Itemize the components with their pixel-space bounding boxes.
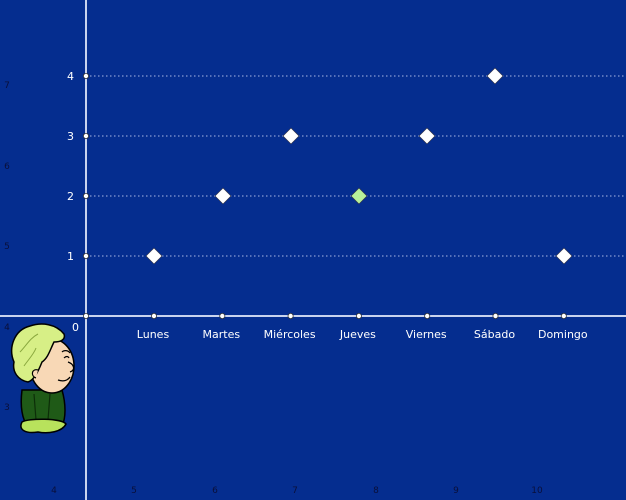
x-tick-marker xyxy=(560,312,567,319)
y-tick-marker-3 xyxy=(83,132,90,139)
y-tick-label: 1 xyxy=(67,250,74,263)
data-point-lunes xyxy=(145,247,163,265)
x-tick-marker xyxy=(219,312,226,319)
data-point-sábado xyxy=(486,67,504,85)
outer-x-tick-label: 10 xyxy=(531,486,543,496)
x-tick-label: Jueves xyxy=(339,328,376,341)
origin-marker xyxy=(83,312,90,319)
x-tick-marker xyxy=(287,312,294,319)
student-character-icon xyxy=(10,323,75,434)
y-tick-label: 2 xyxy=(67,190,74,203)
outer-y-tick-label: 3 xyxy=(4,403,10,413)
y-tick-marker-4 xyxy=(83,73,90,80)
outer-x-tick-label: 8 xyxy=(373,486,379,496)
y-tick-label: 4 xyxy=(67,70,74,83)
x-tick-label: Domingo xyxy=(538,328,588,341)
y-tick-marker-2 xyxy=(83,192,90,199)
outer-y-tick-label: 7 xyxy=(4,81,10,91)
x-tick-label: Viernes xyxy=(406,328,447,341)
data-point-martes xyxy=(214,187,232,205)
outer-y-tick-label: 6 xyxy=(4,162,10,172)
outer-y-tick-label: 5 xyxy=(4,242,10,252)
outer-x-tick-label: 5 xyxy=(131,486,137,496)
data-point-jueves xyxy=(350,187,368,205)
data-point-viernes xyxy=(418,127,436,145)
x-tick-marker xyxy=(424,312,431,319)
outer-x-tick-label: 9 xyxy=(453,486,459,496)
x-tick-marker xyxy=(492,312,499,319)
outer-y-tick-label: 4 xyxy=(4,323,10,333)
x-tick-label: Sábado xyxy=(474,328,515,341)
outer-x-tick-label: 4 xyxy=(51,486,57,496)
origin-label: 0 xyxy=(72,321,79,334)
data-points xyxy=(145,67,573,265)
x-tick-label: Martes xyxy=(203,328,241,341)
data-point-domingo xyxy=(555,247,573,265)
x-tick-marker xyxy=(150,312,157,319)
y-tick-marker-1 xyxy=(83,252,90,259)
x-tick-label: Lunes xyxy=(137,328,170,341)
x-tick-marker xyxy=(355,312,362,319)
outer-x-tick-label: 6 xyxy=(212,486,218,496)
axis-ticks: 1 2 3 4 Lunes Martes Miércoles Jueves Viernes Sáb… xyxy=(67,70,588,341)
data-point-miércoles xyxy=(282,127,300,145)
x-tick-label: Miércoles xyxy=(264,328,316,341)
y-tick-label: 3 xyxy=(67,130,74,143)
outer-x-tick-label: 7 xyxy=(292,486,298,496)
